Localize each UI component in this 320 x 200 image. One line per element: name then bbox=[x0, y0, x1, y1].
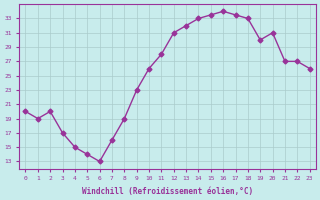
X-axis label: Windchill (Refroidissement éolien,°C): Windchill (Refroidissement éolien,°C) bbox=[82, 187, 253, 196]
